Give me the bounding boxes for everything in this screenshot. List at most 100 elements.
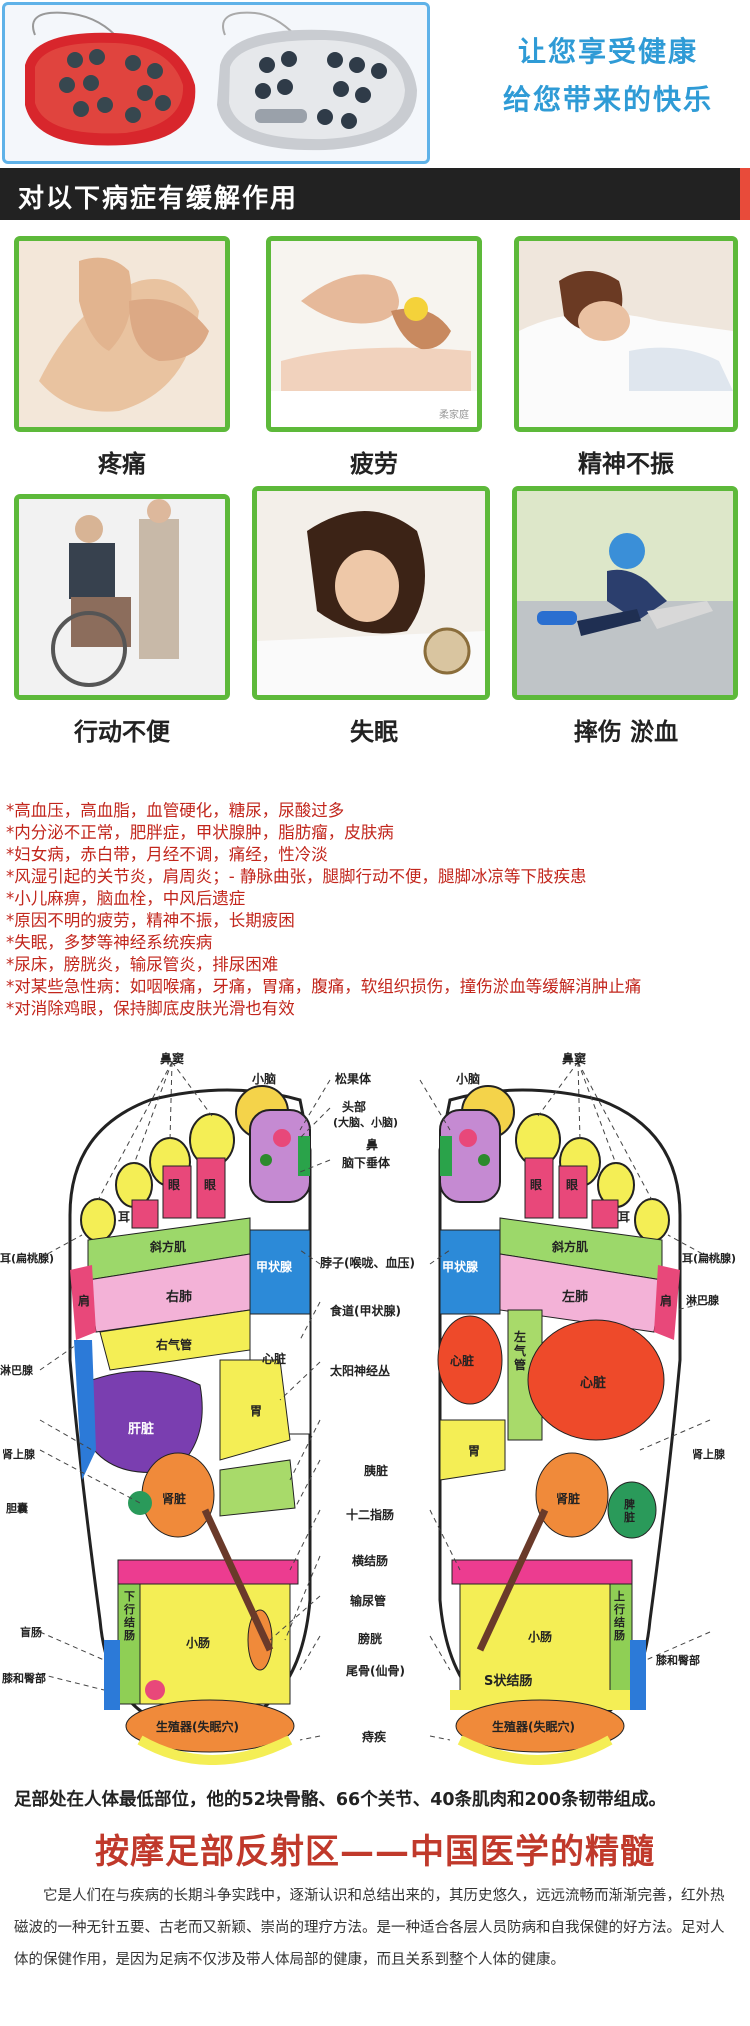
label-eye-right-2: 眼 [566,1178,579,1192]
label-thyroid-right: 甲状腺 [442,1260,479,1274]
label-head-sub: (大脑、小脑) [333,1116,399,1129]
condition-item: *内分泌不正常，肥胖症，甲状腺肿，脂肪瘤，皮肤病 [6,823,394,842]
label-coccyx: 尾骨(仙骨) [346,1664,405,1678]
massager-illustration [25,11,417,151]
label-heart-right: 心脏 [580,1376,607,1391]
label-knee-hip-left: 膝和臀部 [2,1672,46,1685]
label-adrenal-left: 肾上腺 [2,1448,35,1461]
symptom-photo-insomnia [252,486,490,700]
label-left-lung: 左肺 [562,1290,589,1305]
label-adrenal-right: 肾上腺 [692,1448,725,1461]
label-genital-right: 生殖器(失眠穴) [492,1720,575,1734]
label-liver: 肝脏 [128,1422,155,1437]
condition-item: *小儿麻痹，脑血栓，中风后遗症 [6,889,246,908]
wheelchair-illustration [19,499,225,695]
label-right-trachea: 右气管 [156,1338,193,1352]
label-cerebellum-right: 小脑 [456,1072,481,1086]
label-stomach-right: 胃 [468,1444,481,1458]
condition-item: *失眠，多梦等神经系统疾病 [6,933,213,952]
sleeping-woman-illustration [519,241,733,427]
label-head: 头部 [342,1100,367,1114]
label-small-intestine-right: 小肠 [528,1630,553,1644]
foot-reflexology-chart: 鼻窦 鼻窦 小脑 小脑 松果体 头部 (大脑、小脑) 鼻 脑下垂体 耳 耳 眼 … [0,1040,750,1765]
label-spleen: 脾脏 [624,1498,635,1524]
symptom-label-insomnia: 失眠 [350,718,398,746]
label-sinus-left: 鼻窦 [160,1052,185,1066]
foot-massage-illustration [19,241,225,427]
condition-item: *原因不明的疲劳，精神不振，长期疲困 [6,911,295,930]
label-solar-plexus: 太阳神经丛 [330,1364,391,1378]
label-kidney-right: 肾脏 [556,1492,581,1506]
label-ascending-colon: 上行结肠 [614,1590,625,1642]
label-pituitary: 脑下垂体 [342,1156,391,1170]
condition-item: *尿床，膀胱炎，输尿管炎，排尿困难 [6,955,279,974]
label-small-intestine-left: 小肠 [186,1636,211,1650]
watermark: 柔家庭 [439,410,469,421]
label-heart-right-small: 心脏 [450,1354,475,1368]
label-pancreas: 胰脏 [364,1464,389,1478]
label-gallbladder: 胆囊 [6,1502,28,1515]
symptom-label-fatigue: 疲劳 [350,450,398,478]
label-tonsil-right: 耳(扁桃腺) [682,1252,737,1265]
label-tonsil-left: 耳(扁桃腺) [0,1252,55,1265]
label-trapezius-left: 斜方肌 [150,1240,187,1254]
label-duodenum: 十二指肠 [346,1508,395,1522]
condition-item: *对某些急性病：如咽喉痛，牙痛，胃痛，腹痛，软组织损伤，撞伤淤血等缓解消肿止痛 [6,977,642,996]
condition-item: *妇女病，赤白带，月经不调，痛经，性冷淡 [6,845,328,864]
label-stomach-left: 胃 [250,1404,263,1418]
symptom-photo-mobility [14,494,230,700]
label-kidney-left: 肾脏 [162,1492,187,1506]
label-heart-left: 心脏 [262,1352,287,1366]
label-cerebellum-left: 小脑 [252,1072,277,1086]
label-neck: 脖子(喉咙、血压) [320,1256,415,1270]
label-shoulder-right: 肩 [660,1294,673,1308]
label-lymph-left: 淋巴腺 [0,1364,33,1377]
symptom-photo-injury [512,486,738,700]
label-eye-left-1: 眼 [168,1178,181,1192]
label-pineal: 松果体 [335,1072,372,1086]
label-descending-colon: 下行结肠 [124,1590,135,1642]
slogan-line-2: 给您带来的快乐 [502,83,713,116]
insomnia-illustration [257,491,485,695]
condition-item: *风湿引起的关节炎，肩周炎；- 静脉曲张，腿脚行动不便，腿脚冰凉等下肢疾患 [6,867,587,886]
label-left-trachea: 左气管 [514,1330,527,1372]
label-lymph-right: 淋巴腺 [686,1294,719,1307]
label-bladder: 膀胱 [358,1632,383,1646]
label-knee-hip-right: 膝和臀部 [656,1654,700,1667]
label-ureter: 输尿管 [350,1594,387,1608]
skater-illustration [517,491,733,695]
label-trapezius-right: 斜方肌 [552,1240,589,1254]
product-photo [2,2,430,164]
hero-section: 让您享受健康 给您带来的快乐 [0,0,750,168]
label-ear-left: 耳 [118,1210,131,1224]
symptom-label-lethargy: 精神不振 [578,450,674,478]
conditions-list: *高血压，高血脂，血管硬化，糖尿，尿酸过多 *内分泌不正常，肥胖症，甲状腺肿，脂… [6,800,746,1020]
foot-diagram [39,1061,711,1765]
symptom-photo-pain [14,236,230,432]
label-esophagus: 食道(甲状腺) [330,1304,401,1318]
label-sigmoid-colon: S状结肠 [484,1674,533,1689]
label-nose: 鼻 [366,1138,379,1152]
label-genital-left: 生殖器(失眠穴) [156,1720,239,1734]
label-transverse-colon: 横结肠 [352,1554,389,1568]
reflexology-paragraph: 它是人们在与疾病的长期斗争实践中，逐渐认识和总结出来的，其历史悠久，远远流畅而渐… [14,1888,725,1968]
condition-item: *高血压，高血脂，血管硬化，糖尿，尿酸过多 [6,801,345,820]
label-shoulder-left: 肩 [78,1294,91,1308]
symptom-label-pain: 疼痛 [98,450,146,478]
symptom-label-injury: 摔伤 淤血 [573,718,679,746]
label-right-lung: 右肺 [166,1290,193,1305]
symptom-photo-fatigue: 柔家庭 [266,236,482,432]
label-sinus-right: 鼻窦 [562,1052,587,1066]
label-eye-left-2: 眼 [204,1178,217,1192]
reflexology-title: 按摩足部反射区——中国医学的精髓 [95,1832,655,1872]
label-ear-right: 耳 [618,1210,631,1224]
label-eye-right-1: 眼 [530,1178,543,1192]
condition-item: *对消除鸡眼，保持脚底皮肤光滑也有效 [6,999,295,1018]
label-thyroid-left: 甲状腺 [256,1260,293,1274]
section-banner: 对以下病症有缓解作用 [0,168,750,220]
symptom-photo-lethargy [514,236,738,432]
slogan-line-1: 让您享受健康 [517,35,698,68]
label-hemorrhoids: 痔疾 [362,1730,387,1744]
banner-title: 对以下病症有缓解作用 [18,184,299,214]
label-cecum: 盲肠 [20,1626,42,1639]
